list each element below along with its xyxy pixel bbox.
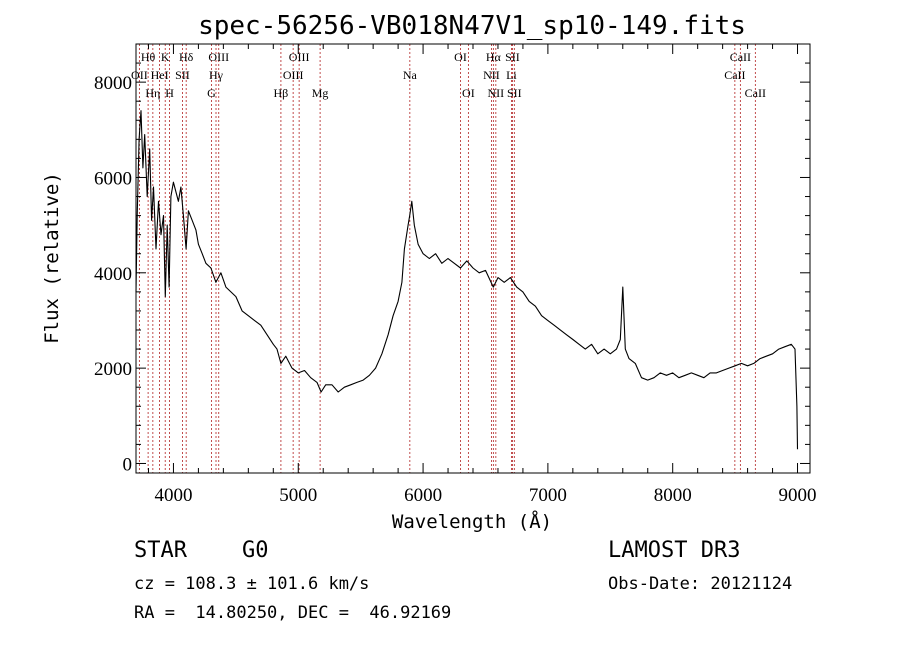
- spectral-line-label: OII: [131, 68, 148, 82]
- spectral-line-label: Li: [506, 68, 517, 82]
- spectral-line-label: OIII: [289, 50, 310, 64]
- spectral-line-label: Hθ: [141, 50, 156, 64]
- spectral-line-label: HeI: [151, 68, 169, 82]
- spectral-line-label: SII: [505, 50, 520, 64]
- x-tick-label: 7000: [529, 485, 567, 506]
- spectral-line-label: Na: [403, 68, 418, 82]
- survey-label: LAMOST DR3: [608, 538, 741, 563]
- y-tick-label: 2000: [94, 359, 132, 380]
- y-axis-label: Flux (relative): [41, 172, 63, 344]
- spectrum-chart: spec-56256-VB018N47V1_sp10-149.fits Hθ OI…: [41, 11, 817, 533]
- spectral-line-label: OIII: [283, 68, 304, 82]
- object-class: STAR: [134, 538, 187, 563]
- spectral-line-label: H: [165, 86, 174, 100]
- y-tick-label: 6000: [94, 168, 132, 189]
- plot-frame: [135, 43, 811, 474]
- spectral-line-label: Hα: [486, 50, 502, 64]
- spectral-line-label: OIII: [208, 50, 229, 64]
- spectral-line-label: Hγ: [209, 68, 224, 82]
- spectral-line-label: K: [161, 50, 170, 64]
- spectral-line-label: Mg: [312, 86, 329, 100]
- flux-series-line: [135, 110, 799, 450]
- spectral-line-label: CaII: [745, 86, 766, 100]
- spectral-line-label: G: [207, 86, 216, 100]
- spectral-line-label: NII: [488, 86, 505, 100]
- spectral-line-label: OI: [454, 50, 467, 64]
- x-axis-label: Wavelength (Å): [392, 510, 552, 533]
- spectral-line-label: CaII: [724, 68, 745, 82]
- x-tick-label: 4000: [154, 485, 192, 506]
- spectral-line-label: Hδ: [179, 50, 194, 64]
- spectral-line-label: SII: [507, 86, 522, 100]
- x-tick-label: 5000: [279, 485, 317, 506]
- y-tick-label: 0: [123, 454, 133, 475]
- spectral-line-label: OI: [462, 86, 475, 100]
- y-tick-label: 4000: [94, 264, 132, 285]
- subclass: G0: [242, 538, 269, 563]
- chart-title: spec-56256-VB018N47V1_sp10-149.fits: [198, 11, 746, 41]
- x-tick-label: 8000: [654, 485, 692, 506]
- spectral-line-label: Hβ: [274, 86, 289, 100]
- obs-date: Obs-Date: 20121124: [608, 574, 793, 594]
- y-tick-label: 8000: [94, 73, 132, 94]
- spectral-line-label: NII: [483, 68, 500, 82]
- x-tick-label: 9000: [779, 485, 817, 506]
- spectral-line-label: SII: [175, 68, 190, 82]
- x-tick-label: 6000: [404, 485, 442, 506]
- coordinates: RA = 14.80250, DEC = 46.92169: [134, 603, 452, 623]
- spectral-line-label: CaII: [730, 50, 751, 64]
- redshift-cz: cz = 108.3 ± 101.6 km/s: [134, 574, 370, 594]
- spectral-line-label: Hη: [145, 86, 160, 100]
